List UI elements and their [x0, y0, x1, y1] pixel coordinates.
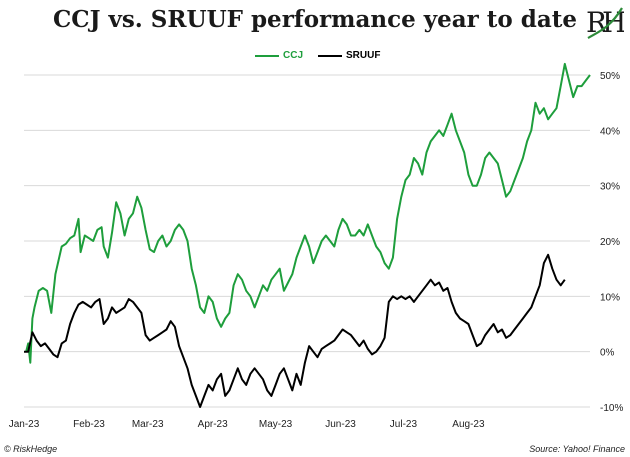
riskhedge-logo: R H [586, 6, 624, 39]
x-tick-label: May-23 [259, 419, 293, 430]
x-tick-label: Jun-23 [325, 419, 356, 430]
legend-item-ccj: CCJ [255, 50, 303, 61]
y-tick-label: 50% [600, 71, 620, 82]
y-tick-label: 10% [600, 292, 620, 303]
y-axis-ticks: 50% 40% 30% 20% 10% 0% -10% [600, 71, 623, 414]
legend-item-sruuf: SRUUF [318, 50, 380, 61]
legend-label-ccj: CCJ [283, 50, 304, 61]
y-tick-label: 20% [600, 237, 620, 248]
footer-source: Source: Yahoo! Finance [529, 444, 625, 454]
chart-title: CCJ vs. SRUUF performance year to date [52, 6, 578, 33]
x-tick-label: Feb-23 [73, 419, 105, 430]
series-line-ccj [25, 62, 591, 364]
series-line-sruuf [24, 253, 566, 408]
series-lines [24, 62, 591, 408]
legend-swatch-ccj [255, 54, 279, 57]
footer-copyright: © RiskHedge [4, 444, 58, 454]
legend-label-sruuf: SRUUF [346, 50, 381, 61]
x-tick-label: Apr-23 [198, 419, 228, 430]
y-tick-label: 30% [600, 182, 620, 193]
x-axis-ticks: Jan-23 Feb-23 Mar-23 Apr-23 May-23 Jun-23 Jul-… [9, 419, 485, 430]
gridlines [24, 74, 590, 408]
x-tick-label: Mar-23 [132, 419, 164, 430]
legend-swatch-sruuf [318, 54, 342, 57]
y-tick-label: -10% [600, 403, 623, 414]
x-tick-label: Jan-23 [9, 419, 40, 430]
y-tick-label: 40% [600, 126, 620, 137]
y-tick-label: 0% [600, 348, 615, 359]
x-tick-label: Aug-23 [452, 419, 485, 430]
x-tick-label: Jul-23 [390, 419, 418, 430]
